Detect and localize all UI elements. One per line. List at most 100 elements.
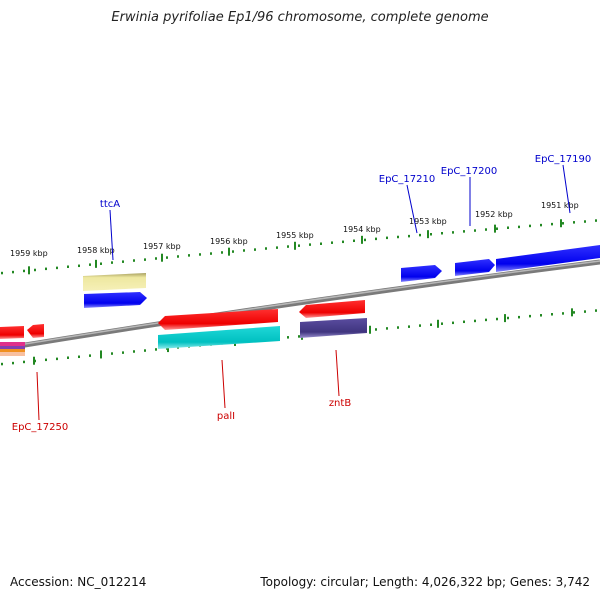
gene-ttcA-khaki[interactable]	[83, 273, 146, 291]
kbp-label: 1953 kbp	[409, 217, 447, 226]
minor-tick	[474, 229, 476, 232]
minor-tick	[56, 357, 58, 361]
major-tick	[571, 308, 573, 317]
minor-tick	[496, 227, 498, 230]
minor-tick	[386, 236, 388, 240]
leader-EpC_17190	[562, 164, 571, 214]
genes-forward-strand	[83, 245, 600, 308]
minor-tick	[562, 312, 564, 315]
minor-tick	[276, 246, 278, 249]
gene-zntB-purple[interactable]	[300, 318, 367, 338]
gene-label-EpC_17250[interactable]: EpC_17250	[12, 422, 68, 433]
minor-tick	[463, 320, 465, 324]
gene-label-EpC_17190[interactable]: EpC_17190	[535, 154, 591, 165]
minor-tick	[111, 261, 113, 264]
kbp-label: 1959 kbp	[10, 249, 48, 258]
minor-tick	[12, 270, 14, 274]
minor-tick	[265, 247, 267, 250]
minor-tick	[287, 336, 289, 339]
minor-tick	[430, 323, 432, 326]
minor-tick	[430, 233, 432, 236]
gene-label-EpC_17200[interactable]: EpC_17200	[441, 166, 497, 177]
major-tick	[504, 314, 506, 323]
minor-tick	[67, 265, 69, 268]
kbp-label: 1958 kbp	[77, 246, 115, 255]
gene-EpC_17200[interactable]	[455, 259, 495, 276]
minor-tick	[342, 240, 344, 244]
major-tick	[100, 350, 102, 359]
minor-tick	[155, 257, 157, 260]
gene-palI-cyan[interactable]	[158, 326, 280, 349]
gene-EpC_17250-stack-peach[interactable]	[0, 352, 25, 356]
leader-palI	[221, 359, 226, 409]
minor-tick	[485, 318, 487, 322]
minor-tick	[331, 241, 333, 244]
gene-label-palI[interactable]: palI	[217, 411, 235, 422]
gene-label-EpC_17210[interactable]: EpC_17210	[379, 174, 435, 185]
minor-tick	[595, 219, 597, 222]
gene-label-ttcA[interactable]: ttcA	[100, 199, 120, 210]
minor-tick	[551, 222, 553, 226]
minor-tick	[441, 231, 443, 235]
leader-ttcA	[109, 209, 114, 261]
minor-tick	[419, 233, 421, 237]
minor-tick	[540, 314, 542, 317]
minor-tick	[496, 317, 498, 321]
minor-tick	[67, 356, 69, 359]
kbp-label: 1952 kbp	[475, 210, 513, 219]
minor-tick	[78, 355, 80, 359]
minor-tick	[485, 228, 487, 231]
gene-EpC_17250-stack-purple[interactable]	[0, 346, 25, 349]
minor-tick	[122, 260, 124, 263]
minor-tick	[375, 328, 377, 331]
minor-tick	[166, 256, 168, 259]
gene-label-zntB[interactable]: zntB	[329, 398, 352, 409]
genes-reverse-strand	[0, 300, 367, 356]
minor-tick	[595, 309, 597, 312]
kbp-label: 1956 kbp	[210, 237, 248, 246]
minor-tick	[529, 314, 531, 318]
minor-tick	[419, 324, 421, 327]
minor-tick	[529, 224, 531, 228]
gene-EpC_17190[interactable]	[496, 245, 600, 272]
minor-tick	[210, 252, 212, 255]
gene-ttcA-blue[interactable]	[84, 292, 147, 308]
minor-tick	[573, 221, 575, 224]
map-title: Erwinia pyrifoliae Ep1/96 chromosome, co…	[111, 10, 489, 25]
minor-tick	[353, 239, 355, 243]
gene-EpC_17250-a[interactable]	[0, 326, 24, 339]
minor-tick	[45, 267, 47, 271]
minor-tick	[78, 264, 80, 268]
minor-tick	[540, 223, 542, 227]
minor-tick	[386, 327, 388, 330]
minor-tick	[232, 250, 234, 253]
gene-zntB-red[interactable]	[299, 300, 365, 318]
minor-tick	[573, 311, 575, 314]
major-tick	[427, 230, 429, 239]
gene-EpC_17250-stack-orange[interactable]	[0, 349, 25, 352]
minor-tick	[309, 243, 311, 246]
kbp-label: 1955 kbp	[276, 231, 314, 240]
chromosome-backbone-highlight	[0, 260, 600, 349]
minor-tick	[188, 254, 190, 257]
minor-tick	[507, 226, 509, 229]
kbp-scale-top	[1, 219, 597, 275]
minor-tick	[452, 231, 454, 234]
minor-tick	[221, 251, 223, 254]
major-tick	[437, 319, 439, 328]
minor-tick	[133, 259, 135, 262]
minor-tick	[584, 220, 586, 223]
minor-tick	[408, 325, 410, 328]
gene-palI-red[interactable]	[158, 309, 278, 330]
gene-EpC_17210[interactable]	[401, 265, 442, 282]
major-tick	[560, 219, 562, 228]
minor-tick	[320, 242, 322, 245]
leader-EpC_17250	[36, 371, 40, 421]
minor-tick	[463, 230, 465, 233]
minor-tick	[518, 225, 520, 229]
gene-EpC_17250-b[interactable]	[27, 324, 44, 338]
minor-tick	[1, 362, 3, 366]
minor-tick	[111, 352, 113, 355]
minor-tick	[100, 262, 102, 265]
gene-EpC_17250-stack-pink[interactable]	[0, 342, 25, 346]
